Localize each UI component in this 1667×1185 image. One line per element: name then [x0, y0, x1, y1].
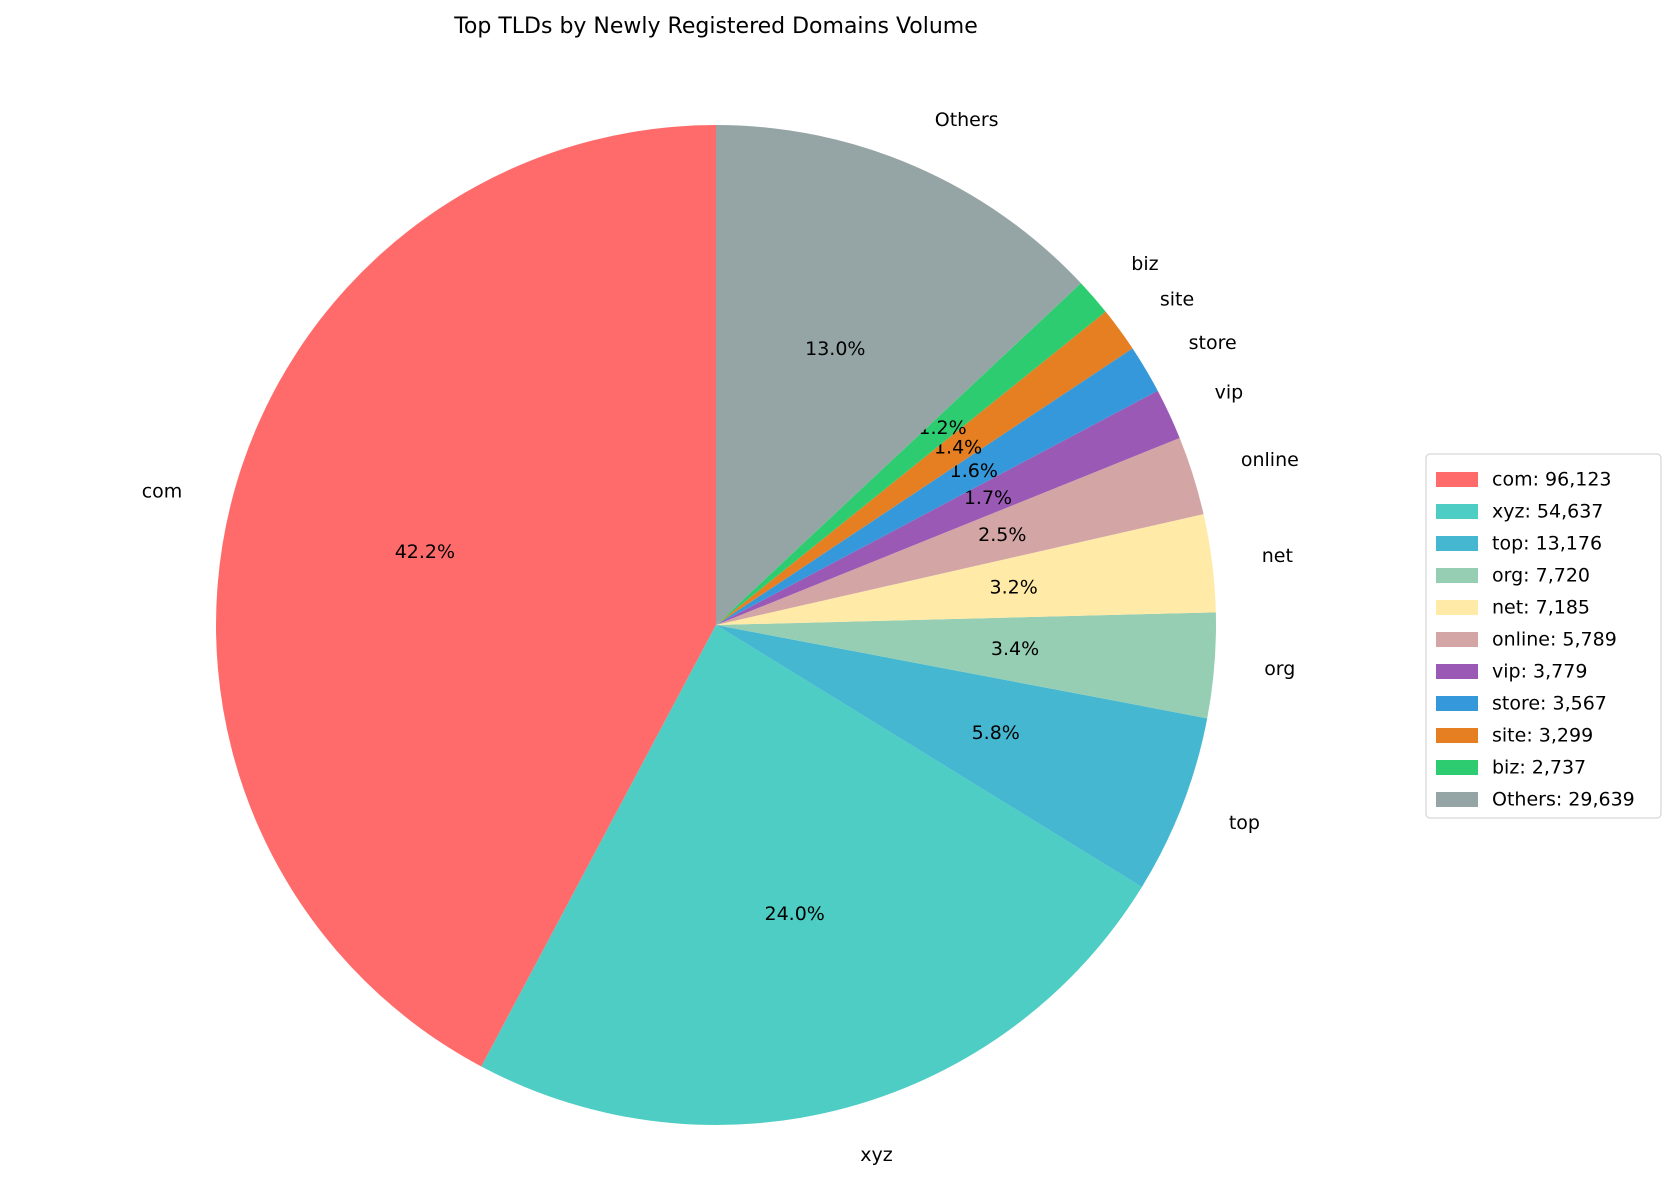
- legend-label: com: 96,123: [1492, 469, 1612, 491]
- percent-label: 3.4%: [991, 638, 1039, 660]
- percent-label: 42.2%: [395, 541, 455, 563]
- percent-label: 1.4%: [934, 436, 982, 458]
- pie-slice: [216, 125, 716, 1067]
- slice-label: xyz: [860, 1144, 892, 1166]
- pie-slice: [716, 612, 1216, 719]
- percent-label: 1.6%: [950, 460, 998, 482]
- legend-swatch: [1436, 536, 1478, 551]
- pie-slice: [716, 348, 1158, 625]
- legend-label: store: 3,567: [1492, 693, 1607, 715]
- pie-slice: [716, 625, 1208, 887]
- legend-swatch: [1436, 472, 1478, 487]
- slice-label: top: [1229, 812, 1260, 834]
- slice-label: vip: [1215, 381, 1244, 403]
- legend-label: online: 5,789: [1492, 629, 1617, 651]
- legend-swatch: [1436, 760, 1478, 775]
- pie-slice: [716, 283, 1106, 625]
- legend-label: vip: 3,779: [1492, 661, 1587, 683]
- legend-swatch: [1436, 664, 1478, 679]
- percent-label: 1.7%: [964, 487, 1012, 509]
- legend-label: Others: 29,639: [1492, 789, 1635, 811]
- slice-label: biz: [1131, 253, 1158, 275]
- percent-label: 2.5%: [978, 524, 1026, 546]
- legend-swatch: [1436, 600, 1478, 615]
- legend-label: org: 7,720: [1492, 565, 1590, 587]
- pie-slice: [716, 311, 1133, 625]
- chart-title: Top TLDs by Newly Registered Domains Vol…: [453, 14, 978, 39]
- slice-label: store: [1189, 332, 1237, 354]
- legend-label: net: 7,185: [1492, 597, 1590, 619]
- slice-label: org: [1264, 658, 1295, 680]
- pie-slice: [716, 390, 1180, 625]
- legend: com: 96,123 xyz: 54,637 top: 13,176 org: 7,…: [1425, 453, 1662, 819]
- percent-label: 3.2%: [990, 576, 1038, 598]
- legend-swatch: [1436, 696, 1478, 711]
- legend-swatch: [1436, 792, 1478, 807]
- slice-label: online: [1241, 449, 1299, 471]
- legend-label: xyz: 54,637: [1492, 501, 1603, 523]
- pie-slice: [716, 125, 1081, 625]
- slice-label: net: [1262, 545, 1293, 567]
- percent-label: 13.0%: [805, 338, 865, 360]
- percent-label: 24.0%: [765, 903, 825, 925]
- legend-label: biz: 2,737: [1492, 757, 1586, 779]
- pie-slice: [716, 514, 1216, 625]
- slice-label: site: [1160, 289, 1194, 311]
- legend-frame: [1425, 453, 1662, 819]
- percent-label: 5.8%: [972, 722, 1020, 744]
- pie-slice: [716, 437, 1204, 625]
- legend-swatch: [1436, 632, 1478, 647]
- legend-swatch: [1436, 728, 1478, 743]
- legend-label: top: 13,176: [1492, 533, 1602, 555]
- legend-label: site: 3,299: [1492, 725, 1593, 747]
- legend-swatch: [1436, 504, 1478, 519]
- slice-label: Others: [935, 109, 999, 131]
- pie-slice: [481, 625, 1142, 1125]
- legend-swatch: [1436, 568, 1478, 583]
- slice-label: com: [142, 480, 183, 502]
